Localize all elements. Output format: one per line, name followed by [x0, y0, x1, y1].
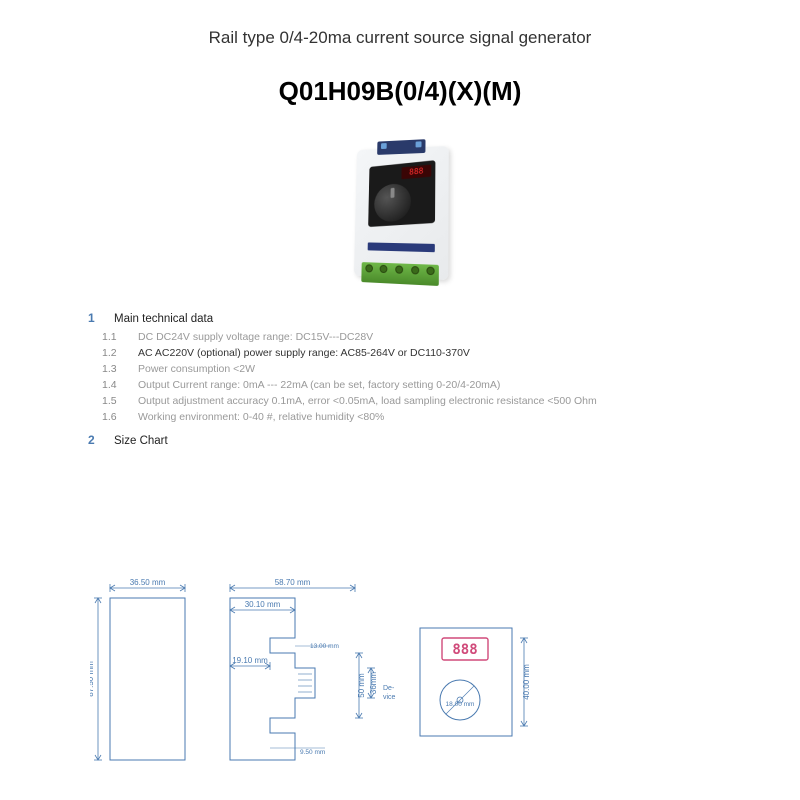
section-number: 1 [88, 311, 98, 325]
svg-text:36mm: 36mm [369, 672, 378, 695]
spec-row: 1.1 DC DC24V supply voltage range: DC15V-… [102, 331, 800, 343]
spec-number: 1.4 [102, 379, 120, 391]
spec-number: 1.1 [102, 331, 120, 343]
spec-list: 1.1 DC DC24V supply voltage range: DC15V-… [88, 331, 800, 423]
device-knob [374, 182, 411, 222]
svg-text:36.50 mm: 36.50 mm [130, 578, 166, 587]
spec-text: DC DC24V supply voltage range: DC15V---D… [138, 331, 373, 343]
spec-number: 1.2 [102, 347, 120, 359]
technical-data-section: 1 Main technical data 1.1 DC DC24V supply… [88, 311, 800, 423]
spec-row: 1.5 Output adjustment accuracy 0.1mA, err… [102, 395, 800, 407]
svg-text:40.00 mm: 40.00 mm [522, 664, 531, 700]
spec-text: Output adjustment accuracy 0.1mA, error … [138, 395, 597, 407]
section-header: 1 Main technical data [88, 311, 800, 325]
svg-text:De-: De- [383, 685, 395, 692]
section-title-text: Size Chart [114, 435, 168, 447]
svg-text:58.70 mm: 58.70 mm [275, 578, 311, 587]
svg-text:30.10 mm: 30.10 mm [245, 600, 281, 609]
svg-text:50 mm: 50 mm [357, 673, 366, 698]
svg-text:vice: vice [383, 694, 396, 701]
spec-text: Power consumption <2W [138, 363, 255, 375]
spec-number: 1.6 [102, 411, 120, 423]
spec-row: 1.3 Power consumption <2W [102, 363, 800, 375]
device-top-terminal [377, 139, 425, 155]
device-body: 888 [354, 146, 449, 280]
model-number: Q01H09B(0/4)(X)(M) [0, 76, 800, 107]
page-title: Rail type 0/4-20ma current source signal… [0, 0, 800, 48]
spec-text: Output Current range: 0mA --- 22mA (can … [138, 379, 500, 391]
section-header: 2 Size Chart [88, 433, 800, 447]
spec-text: AC AC220V (optional) power supply range:… [138, 347, 470, 359]
spec-row: 1.4 Output Current range: 0mA --- 22mA (c… [102, 379, 800, 391]
svg-text:19.10 mm: 19.10 mm [232, 656, 268, 665]
device-bottom-terminal [361, 262, 439, 286]
svg-text:888: 888 [452, 642, 477, 658]
svg-text:87.50 mm: 87.50 mm [90, 661, 95, 697]
svg-text:13.00 mm: 13.00 mm [310, 643, 339, 650]
device-led-display: 888 [401, 165, 431, 180]
spec-number: 1.3 [102, 363, 120, 375]
device-face: 888 [368, 160, 435, 227]
section-title-text: Main technical data [114, 313, 213, 325]
spec-text: Working environment: 0-40 #, relative hu… [138, 411, 384, 423]
spec-row: 1.6 Working environment: 0-40 #, relative… [102, 411, 800, 423]
section-number: 2 [88, 433, 98, 447]
size-chart-section: 2 Size Chart [88, 433, 800, 447]
svg-text:9.50 mm: 9.50 mm [300, 749, 325, 756]
spec-number: 1.5 [102, 395, 120, 407]
svg-text:18.00 mm: 18.00 mm [446, 701, 475, 708]
product-illustration: 888 [335, 127, 465, 297]
size-chart-diagram: 36.50 mm 87.50 mm 58.70 mm 30.10 mm 19.10 mm… [90, 570, 710, 780]
device-label-strip [368, 242, 435, 252]
spec-row: 1.2 AC AC220V (optional) power supply ran… [102, 347, 800, 359]
